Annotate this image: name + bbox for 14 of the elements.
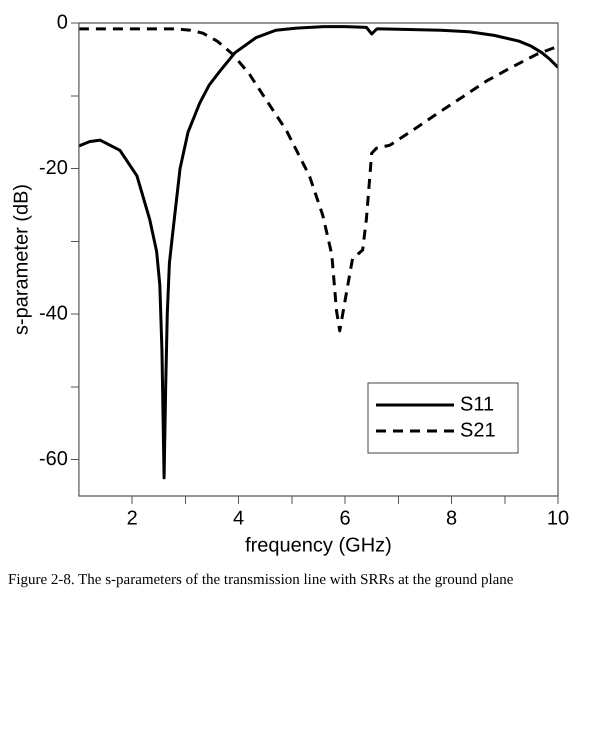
x-tick-label: 8 — [446, 508, 458, 530]
x-tick-label: 2 — [126, 508, 138, 530]
legend-label: S21 — [460, 420, 496, 442]
x-tick-label: 4 — [233, 508, 244, 530]
y-tick-label: -60 — [39, 448, 68, 470]
x-axis-title: frequency (GHz) — [245, 534, 392, 557]
legend-label: S11 — [460, 394, 494, 416]
y-tick-label: 0 — [56, 12, 68, 34]
caption: Figure 2-8. The s-parameters of the transmission line with SRRs at the ground plane — [8, 572, 514, 589]
y-tick-label: -20 — [39, 157, 68, 180]
x-tick-label: 10 — [546, 508, 570, 530]
y-axis-title: s-parameter (dB) — [10, 184, 33, 336]
y-tick-label: -40 — [39, 302, 68, 325]
x-tick-label: 6 — [340, 508, 351, 530]
